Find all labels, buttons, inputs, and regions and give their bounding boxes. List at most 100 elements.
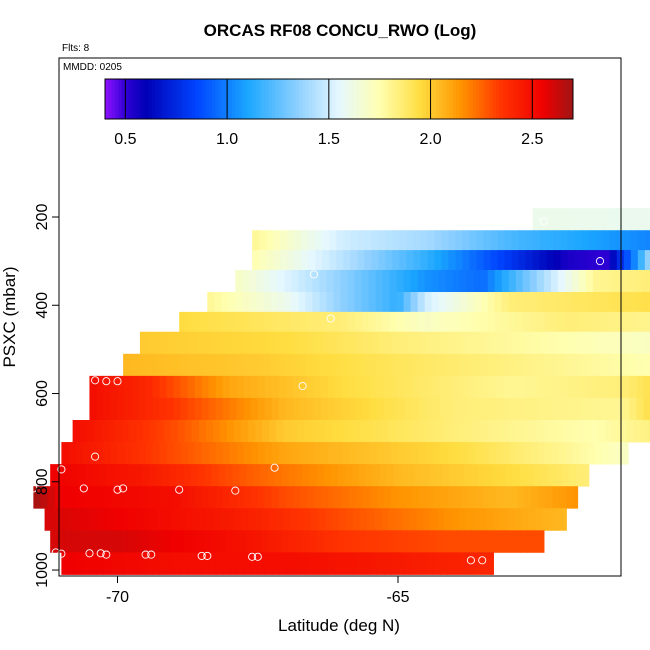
colorbar-strip <box>399 79 404 119</box>
heatmap-cell <box>268 508 277 531</box>
heatmap-cell <box>552 442 560 465</box>
heatmap-cell <box>240 508 249 531</box>
colorbar-strip <box>238 79 243 119</box>
heatmap-cell <box>564 292 573 313</box>
heatmap-cell <box>308 230 316 251</box>
heatmap-cell <box>398 375 406 399</box>
heatmap-cell <box>392 230 400 251</box>
flight-point <box>326 314 335 323</box>
heatmap-cell <box>493 508 501 531</box>
heatmap-cell <box>621 353 629 377</box>
colorbar-strip <box>389 79 393 119</box>
colorbar-strip <box>232 79 236 119</box>
heatmap-cell <box>555 464 563 487</box>
heatmap-cell <box>333 311 342 333</box>
colorbar-strip <box>195 79 200 119</box>
heatmap-cell <box>51 508 60 531</box>
heatmap-cell <box>511 230 520 251</box>
heatmap-cell <box>529 292 538 313</box>
heatmap-cell <box>532 250 541 271</box>
colorbar-strip <box>342 79 347 119</box>
heatmap-cell <box>489 486 497 509</box>
colorbar-strip <box>459 79 464 119</box>
heatmap-cell <box>219 508 228 531</box>
x-axis-label: Latitude (deg N) <box>278 616 400 635</box>
heatmap-cell <box>433 486 441 509</box>
heatmap-cell <box>210 331 218 355</box>
heatmap-cell <box>371 250 379 271</box>
heatmap-cell <box>156 420 165 443</box>
heatmap-cell <box>180 486 189 509</box>
heatmap-cell <box>179 353 187 377</box>
heatmap-cell <box>278 486 287 509</box>
heatmap-cell <box>319 311 328 333</box>
heatmap-cell <box>511 250 520 271</box>
heatmap-cell <box>89 397 98 421</box>
heatmap-cell <box>621 269 629 293</box>
x-tick-label: -65 <box>386 589 409 606</box>
heatmap-cell <box>306 552 315 575</box>
heatmap-cell <box>277 353 285 377</box>
heatmap-cell <box>266 230 274 251</box>
heatmap-cell <box>584 420 593 443</box>
heatmap-cell <box>311 508 319 531</box>
heatmap-cell <box>325 420 333 443</box>
colorbar-strip <box>345 79 350 119</box>
x-axis: -70-65-60-55 <box>106 576 410 606</box>
heatmap-cell <box>372 464 381 487</box>
heatmap-cell <box>412 486 420 509</box>
heatmap-cell <box>608 397 616 421</box>
heatmap-cell <box>294 331 302 355</box>
heatmap-cell <box>379 530 388 553</box>
heatmap-cell <box>152 552 161 575</box>
heatmap-cell <box>355 375 364 399</box>
heatmap-cell <box>539 230 548 251</box>
heatmap-cell <box>578 269 587 293</box>
colorbar-strip <box>282 79 287 119</box>
colorbar-strip <box>419 79 424 119</box>
heatmap-cell <box>574 331 583 355</box>
heatmap-cell <box>406 250 415 271</box>
heatmap-cell <box>479 508 487 531</box>
heatmap-cell <box>285 397 294 421</box>
heatmap-cell <box>378 331 386 355</box>
heatmap-cell <box>273 331 281 355</box>
heatmap-cell <box>536 292 545 313</box>
heatmap-cell <box>438 292 447 313</box>
heatmap-cell <box>507 508 516 531</box>
heatmap-cell <box>542 508 551 531</box>
flight-point <box>113 377 122 386</box>
heatmap-cell <box>482 375 490 399</box>
heatmap-cell <box>595 331 604 355</box>
flight-point <box>29 484 38 493</box>
heatmap-cell <box>383 397 392 421</box>
heatmap-cell <box>299 397 308 421</box>
colorbar-strip <box>198 79 203 119</box>
heatmap-cell <box>440 397 448 421</box>
heatmap-cell <box>294 250 302 271</box>
heatmap-cell <box>571 269 580 293</box>
heatmap-cell <box>167 331 176 355</box>
heatmap-cell <box>508 311 517 333</box>
heatmap-cell <box>602 208 611 231</box>
heatmap-cell <box>281 530 290 553</box>
heatmap-cell <box>510 486 518 509</box>
flights-label: Flts: 8 <box>62 43 90 54</box>
heatmap-cell <box>553 208 562 231</box>
heatmap-cell <box>334 397 343 421</box>
heatmap-cell <box>444 508 452 531</box>
heatmap-cell <box>214 353 222 377</box>
colorbar-strip <box>135 79 139 119</box>
heatmap-cell <box>100 508 109 531</box>
heatmap-cell <box>207 311 215 333</box>
heatmap-cell <box>348 442 357 465</box>
colorbar-strip <box>228 79 233 119</box>
heatmap-cell <box>623 208 632 231</box>
heatmap-cell <box>71 530 79 553</box>
heatmap-cell <box>256 353 264 377</box>
heatmap-cell <box>263 311 271 333</box>
heatmap-cell <box>179 311 187 333</box>
heatmap-cell <box>198 508 207 531</box>
heatmap-cell <box>628 311 636 333</box>
heatmap-cell <box>79 420 88 443</box>
